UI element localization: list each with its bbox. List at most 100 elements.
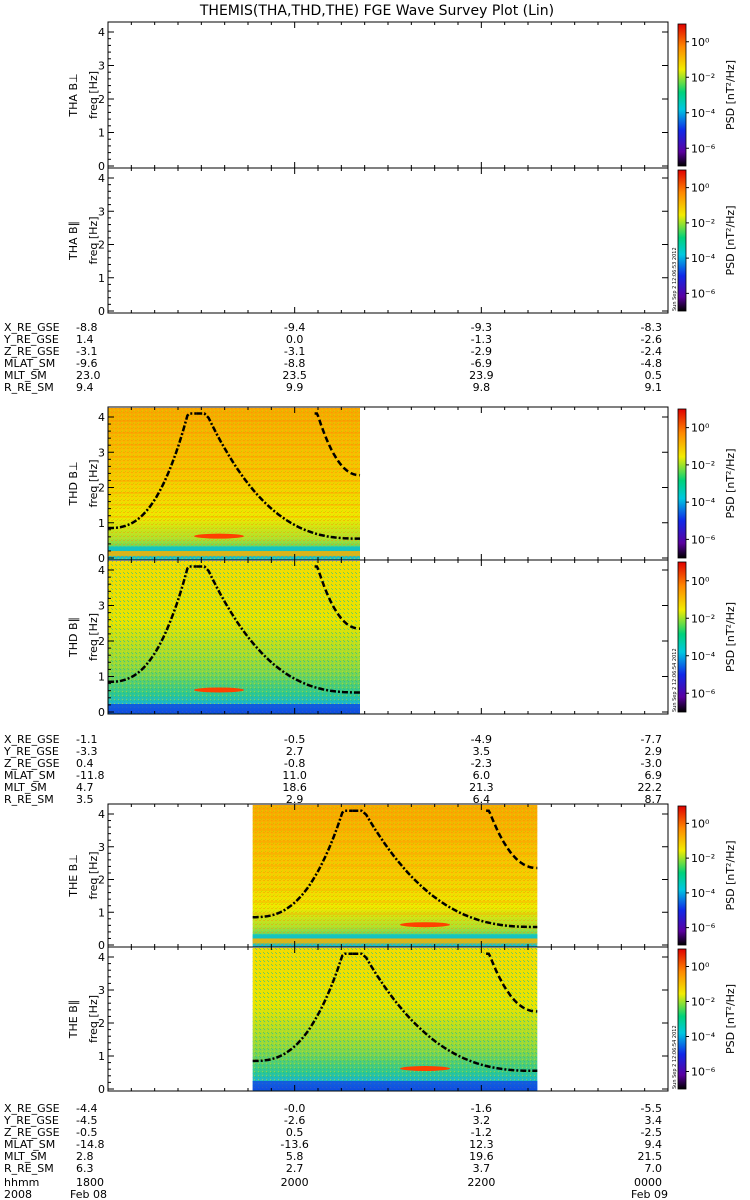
ephemeris-label: X_RE_GSE: [4, 733, 60, 746]
y-tick-label: 3: [98, 841, 105, 854]
ephemeris-value: 6.4: [473, 793, 491, 806]
colorbar-tick-label: 10⁻⁶: [691, 142, 716, 155]
ephemeris-value: -2.9: [471, 345, 492, 358]
colorbar-tick-label: 10⁰: [691, 961, 710, 974]
ephemeris-value: -0.5: [76, 1126, 97, 1139]
ephemeris-label: Z_RE_GSE: [4, 757, 60, 770]
y-tick-label: 2: [98, 1017, 105, 1030]
ephemeris-value: -6.9: [471, 357, 492, 370]
ephemeris-label: R_RE_SM: [4, 793, 54, 806]
ephemeris-label: Y_RE_GSE: [3, 333, 59, 346]
ephemeris-value: 2.7: [286, 1162, 304, 1175]
gyrofrequency-curve: [252, 809, 353, 919]
y-tick-label: 0: [98, 160, 105, 173]
gyrofrequency-curve: [108, 565, 197, 684]
low-frequency-band: [108, 546, 360, 552]
y-axis-probe-label: THE B⊥: [67, 854, 80, 898]
ephemeris-label: MLT_SM: [4, 1150, 47, 1163]
ephemeris-value: 11.0: [282, 769, 307, 782]
y-tick-label: 3: [98, 60, 105, 73]
time-axis-label: hhmm: [4, 1176, 39, 1189]
y-axis-freq-label: freq [Hz]: [87, 216, 100, 264]
ephemeris-value: 2.7: [286, 745, 304, 758]
ephemeris-value: 3.5: [76, 793, 94, 806]
ephemeris-tha: X_RE_GSE -8.8 -9.4 -9.3 -8.3 Y_RE_GSE 1.4 0.0 -1…: [3, 321, 662, 394]
y-axis-probe-label: THA B∥: [67, 221, 80, 261]
ephemeris-value: -3.1: [284, 345, 305, 358]
colorbar: [677, 948, 687, 1090]
ephemeris-value: 23.0: [76, 369, 101, 382]
y-axis-freq-label: freq [Hz]: [87, 71, 100, 119]
ephemeris-value: 12.3: [469, 1138, 494, 1151]
emission-feature: [194, 533, 244, 539]
ephemeris-label: MLAT_SM: [4, 769, 55, 782]
ephemeris-value: 0.0: [286, 333, 304, 346]
colorbar-tick-label: 10⁰: [691, 422, 710, 435]
ephemeris-value: 3.5: [473, 745, 491, 758]
colorbar-tick-label: 10⁻⁶: [691, 533, 716, 546]
time-tick-label: 2200: [467, 1176, 495, 1189]
y-tick-label: 0: [98, 552, 105, 565]
ephemeris-value: 23.5: [282, 369, 307, 382]
y-tick-label: 1: [98, 517, 105, 530]
panel-thd-perp: 0 1 2 3 4 THD B⊥ freq [Hz] 10⁰ 10⁻² 10⁻⁴ 10⁻⁶ PSD […: [67, 406, 737, 565]
y-tick-label: 4: [98, 411, 105, 424]
ephemeris-value: 4.7: [76, 781, 94, 794]
ephemeris-value: 6.0: [473, 769, 491, 782]
y-axis-probe-label: THA B⊥: [67, 73, 80, 117]
low-frequency-band: [108, 704, 360, 713]
y-tick-label: 3: [98, 600, 105, 613]
low-frequency-band: [108, 550, 360, 556]
ephemeris-value: 9.9: [286, 381, 304, 394]
colorbar-tick-label: 10⁻⁶: [691, 1066, 716, 1079]
colorbar-tick-label: 10⁻⁶: [691, 287, 716, 300]
ephemeris-value: -2.3: [471, 757, 492, 770]
ephemeris-thd: X_RE_GSE -1.1 -0.5 -4.9 -7.7 Y_RE_GSE -3.3 2.7 3…: [3, 733, 662, 806]
panel-frame: [107, 167, 669, 314]
colorbar-label: PSD [nT²/Hz]: [724, 984, 737, 1054]
ephemeris-label: MLT_SM: [4, 369, 47, 382]
colorbar-tick-label: 10⁻⁴: [691, 107, 716, 120]
colorbar-tick-label: 10⁻⁶: [691, 922, 716, 935]
y-axis-freq-label: freq [Hz]: [87, 851, 100, 899]
ephemeris-label: MLAT_SM: [4, 1138, 55, 1151]
ephemeris-value: 3.2: [473, 1114, 491, 1127]
gyrofrequency-curve: [314, 565, 360, 630]
y-tick-label: 1: [98, 127, 105, 140]
y-axis-freq-label: freq [Hz]: [87, 459, 100, 507]
colorbar: [677, 169, 687, 312]
ephemeris-value: -1.2: [471, 1126, 492, 1139]
colorbar-label: PSD [nT²/Hz]: [724, 840, 737, 910]
y-tick-label: 4: [98, 808, 105, 821]
date-label: Feb 09: [631, 1188, 668, 1200]
colorbar-tick-label: 10⁻²: [691, 612, 715, 625]
ephemeris-value: -1.3: [471, 333, 492, 346]
y-tick-label: 2: [98, 635, 105, 648]
ephemeris-value: 3.7: [473, 1162, 491, 1175]
ephemeris-label: MLAT_SM: [4, 357, 55, 370]
time-tick-label: 2000: [281, 1176, 309, 1189]
y-tick-label: 0: [98, 706, 105, 719]
colorbar-tick-label: 10⁰: [691, 817, 710, 830]
ephemeris-value: 9.4: [76, 381, 94, 394]
ephemeris-value: -11.8: [76, 769, 104, 782]
colorbar-tick-label: 10⁻⁴: [691, 1031, 716, 1044]
ephemeris-value: 9.4: [645, 1138, 663, 1151]
colorbar-tick-label: 10⁻²: [691, 459, 715, 472]
gyrofrequency-curve: [352, 952, 538, 1073]
date-label: Feb 08: [70, 1188, 107, 1200]
ephemeris-label: R_RE_SM: [4, 1162, 54, 1175]
colorbar-label: PSD [nT²/Hz]: [724, 205, 737, 275]
year-label: 2008: [4, 1188, 32, 1200]
ephemeris-value: 6.9: [645, 769, 663, 782]
ephemeris-label: Y_RE_GSE: [3, 1114, 59, 1127]
time-tick-label: 1800: [76, 1176, 104, 1189]
time-tick-label: 0000: [634, 1176, 662, 1189]
ephemeris-label: R_RE_SM: [4, 381, 54, 394]
ephemeris-value: 2.9: [286, 793, 304, 806]
gyrofrequency-curve: [352, 809, 538, 929]
colorbar: [677, 805, 687, 946]
ephemeris-value: -9.4: [284, 321, 305, 334]
y-axis-probe-label: THD B∥: [67, 617, 80, 658]
